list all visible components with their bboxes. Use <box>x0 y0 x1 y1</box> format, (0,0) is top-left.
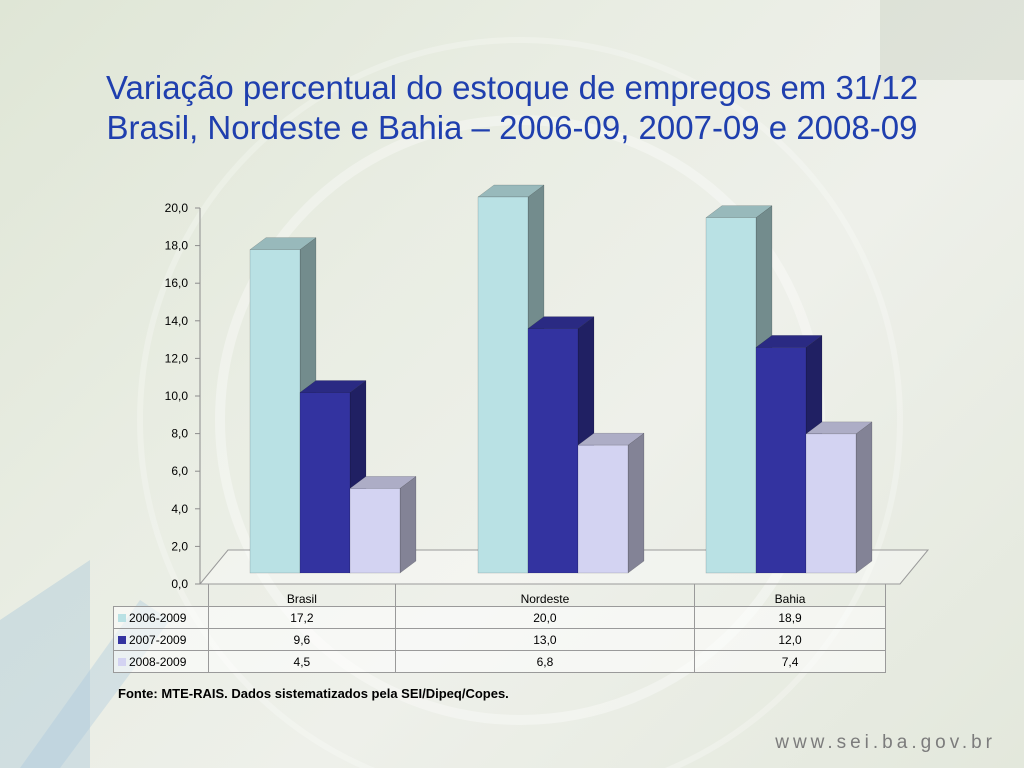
bar <box>349 488 401 574</box>
data-table-header-row: Brasil Nordeste Bahia <box>114 584 886 607</box>
bar <box>705 217 757 574</box>
data-table-row: 2006-2009 17,2 20,0 18,9 <box>113 606 886 629</box>
y-tick-label: 14,0 <box>165 314 189 328</box>
bar <box>805 433 857 574</box>
y-tick-label: 18,0 <box>165 239 189 253</box>
slide-title: Variação percentual do estoque de empreg… <box>0 68 1024 148</box>
data-table-cell: 6,8 <box>394 650 696 673</box>
bar <box>755 347 807 574</box>
y-tick-label: 12,0 <box>165 351 189 365</box>
legend-swatch <box>118 658 126 667</box>
bar <box>249 249 301 574</box>
website-url: www.sei.ba.gov.br <box>775 732 996 753</box>
y-tick-label: 10,0 <box>165 389 189 403</box>
y-tick-label: 8,0 <box>171 427 188 441</box>
data-table-row: 2008-2009 4,5 6,8 7,4 <box>113 650 886 673</box>
legend-entry: 2008-2009 <box>113 650 209 673</box>
data-table-cell: 4,5 <box>208 650 396 673</box>
data-table: Brasil Nordeste Bahia 2006-2009 17,2 20,… <box>113 584 886 673</box>
y-tick-label: 2,0 <box>171 539 188 553</box>
series-name: 2006-2009 <box>129 610 187 625</box>
data-table-cell: 17,2 <box>208 606 396 629</box>
bar-side <box>399 475 417 574</box>
data-table-cell: 13,0 <box>394 628 696 651</box>
y-tick-label: 16,0 <box>165 276 189 290</box>
y-tick-label: 4,0 <box>171 502 188 516</box>
bar <box>527 328 579 574</box>
legend-entry: 2006-2009 <box>113 606 209 629</box>
data-table-row: 2007-2009 9,6 13,0 12,0 <box>113 628 886 651</box>
legend-swatch <box>118 614 126 623</box>
bar-side <box>855 421 873 574</box>
data-table-cell: 18,9 <box>694 606 886 629</box>
bar <box>299 392 351 574</box>
title-line-2: Brasil, Nordeste e Bahia – 2006-09, 2007… <box>106 109 918 146</box>
category-label: Brasil <box>208 584 396 607</box>
data-table-cell: 7,4 <box>694 650 886 673</box>
source-note: Fonte: MTE-RAIS. Dados sistematizados pe… <box>118 686 509 701</box>
title-line-1: Variação percentual do estoque de empreg… <box>105 69 919 106</box>
data-table-cell: 12,0 <box>694 628 886 651</box>
bar-side <box>627 432 645 574</box>
bar <box>577 444 629 574</box>
y-tick-label: 6,0 <box>171 464 188 478</box>
y-tick-label: 0,0 <box>171 577 188 591</box>
legend-swatch <box>118 636 126 645</box>
data-table-cell: 20,0 <box>394 606 696 629</box>
series-name: 2007-2009 <box>129 632 187 647</box>
category-label: Bahia <box>694 584 886 607</box>
series-name: 2008-2009 <box>129 654 187 669</box>
legend-entry: 2007-2009 <box>113 628 209 651</box>
y-tick-label: 20,0 <box>165 201 189 215</box>
bar <box>477 196 529 574</box>
data-table-corner <box>114 584 209 607</box>
category-label: Nordeste <box>394 584 696 607</box>
data-table-cell: 9,6 <box>208 628 396 651</box>
